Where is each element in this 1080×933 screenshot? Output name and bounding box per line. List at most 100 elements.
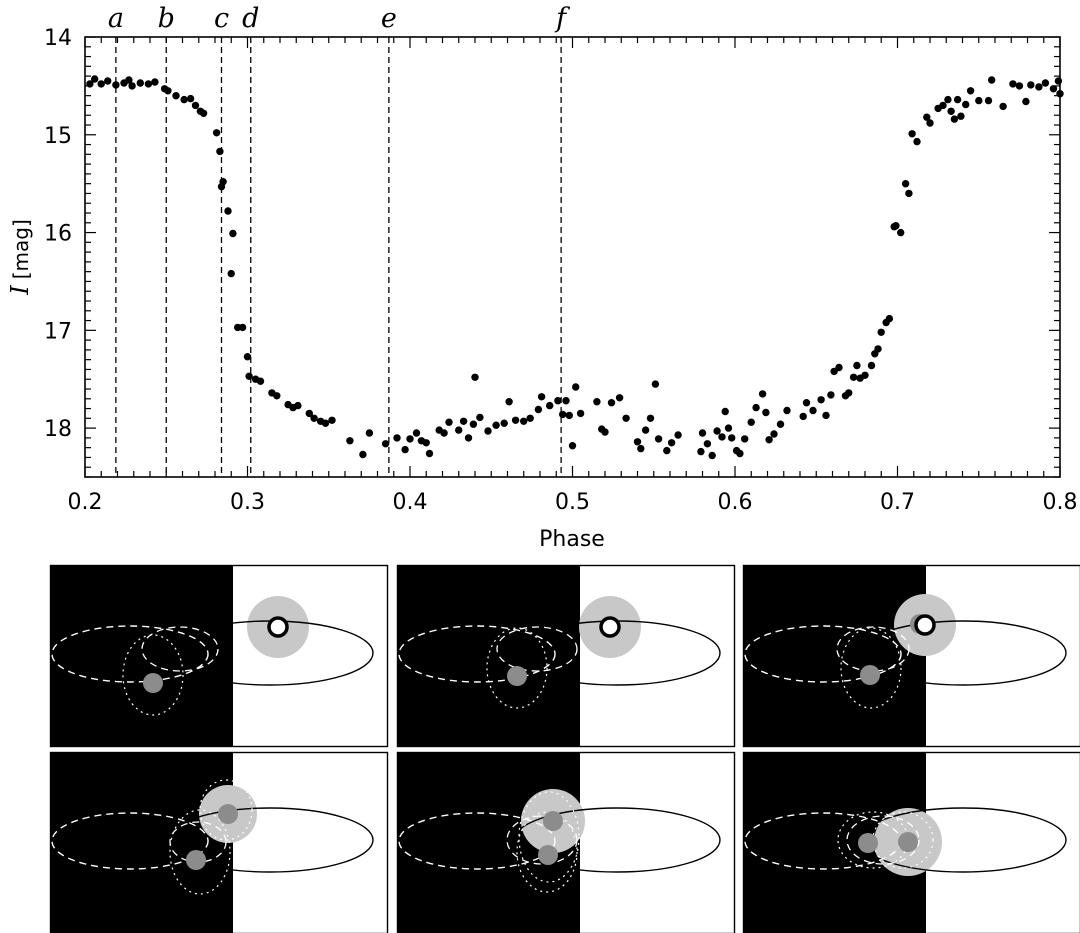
data-point [464, 434, 473, 442]
data-point [950, 115, 959, 123]
orbit-dashed [51, 625, 209, 683]
data-point [897, 228, 905, 237]
panel-content [397, 752, 735, 933]
data-point [654, 435, 663, 443]
orbit-solid [513, 807, 721, 873]
data-point [381, 440, 390, 448]
orbit-dotted [486, 627, 548, 709]
data-point [393, 434, 401, 442]
data-point [238, 323, 247, 332]
y-axis-unit: [mag] [9, 219, 33, 279]
data-point [469, 420, 478, 428]
data-point [422, 439, 430, 447]
diagram-panel-b: b [396, 564, 736, 748]
orbit-dashed-secondary [141, 626, 219, 672]
data-point [975, 96, 983, 105]
data-point [698, 429, 707, 437]
data-point [125, 76, 133, 84]
orbit-dotted [199, 779, 253, 841]
data-point [802, 399, 811, 407]
data-point [799, 412, 807, 421]
panel-border [49, 564, 389, 748]
data-point [219, 178, 227, 186]
panel-content [50, 565, 388, 747]
data-point [1035, 83, 1043, 91]
data-point [1009, 80, 1017, 88]
data-point [520, 417, 528, 425]
data-point [646, 414, 655, 422]
data-point [747, 418, 755, 426]
data-point [500, 419, 508, 427]
data-point [294, 401, 302, 410]
data-point [984, 96, 993, 105]
svg-text:I[mag]: I [mag] [6, 219, 34, 296]
data-point [554, 397, 562, 405]
panel-border [49, 751, 389, 933]
data-point [615, 394, 624, 402]
panel-label-c: c [761, 573, 777, 606]
panel-border [396, 751, 736, 933]
data-point [243, 353, 252, 361]
data-point [1049, 85, 1058, 93]
data-point [913, 137, 921, 146]
data-point [827, 391, 835, 399]
orbit-dotted [169, 809, 231, 895]
data-point [752, 403, 760, 412]
x-tick-label: 0.8 [1043, 490, 1078, 515]
data-point [835, 363, 843, 372]
data-point [867, 361, 876, 370]
data-point [944, 95, 952, 104]
data-point [728, 434, 736, 442]
panel-content [743, 752, 1080, 933]
data-point [861, 371, 869, 379]
data-point [758, 390, 767, 398]
data-point [957, 112, 965, 120]
data-point [412, 429, 421, 437]
data-point [633, 438, 642, 446]
data-point [505, 398, 513, 406]
panel-dark-side [743, 565, 926, 747]
data-point [425, 449, 434, 458]
data-point [1027, 81, 1035, 89]
x-tick-label: 0.2 [68, 490, 103, 515]
orbit-dashed-secondary [496, 626, 578, 672]
data-point [128, 82, 136, 90]
data-point [962, 100, 970, 109]
data-point [874, 345, 882, 353]
data-point [765, 436, 773, 444]
data-point [713, 427, 721, 435]
data-point [905, 189, 913, 198]
y-tick-label: 14 [44, 26, 72, 51]
data-point [526, 414, 534, 422]
data-point [546, 401, 554, 410]
grey-body [860, 665, 880, 685]
data-point [721, 407, 729, 416]
orbit-dashed-secondary [846, 815, 920, 865]
data-point [186, 94, 195, 103]
data-point [877, 328, 885, 336]
panel-label-e: e [415, 760, 432, 793]
data-point [892, 222, 900, 230]
panel-dark-side [50, 752, 233, 933]
data-point [172, 92, 180, 100]
panel-label-d: d [68, 760, 86, 793]
y-tick-label: 18 [44, 417, 72, 442]
orbital-diagram-panels: a b c d e f [49, 564, 1080, 933]
data-point [224, 207, 232, 215]
data-point [212, 129, 221, 137]
data-point [91, 75, 99, 83]
data-point [667, 439, 676, 447]
data-point [908, 130, 916, 138]
marker-label-a: a [108, 3, 124, 34]
panel-dark-side [50, 565, 233, 747]
grey-body [543, 811, 563, 831]
marker-label-f: f [554, 3, 570, 34]
panel-border [396, 564, 736, 748]
data-point [562, 397, 570, 405]
data-points [86, 75, 1064, 460]
data-point [534, 405, 543, 414]
data-point [492, 421, 500, 429]
orbit-dotted [518, 791, 580, 883]
data-point [641, 426, 650, 434]
